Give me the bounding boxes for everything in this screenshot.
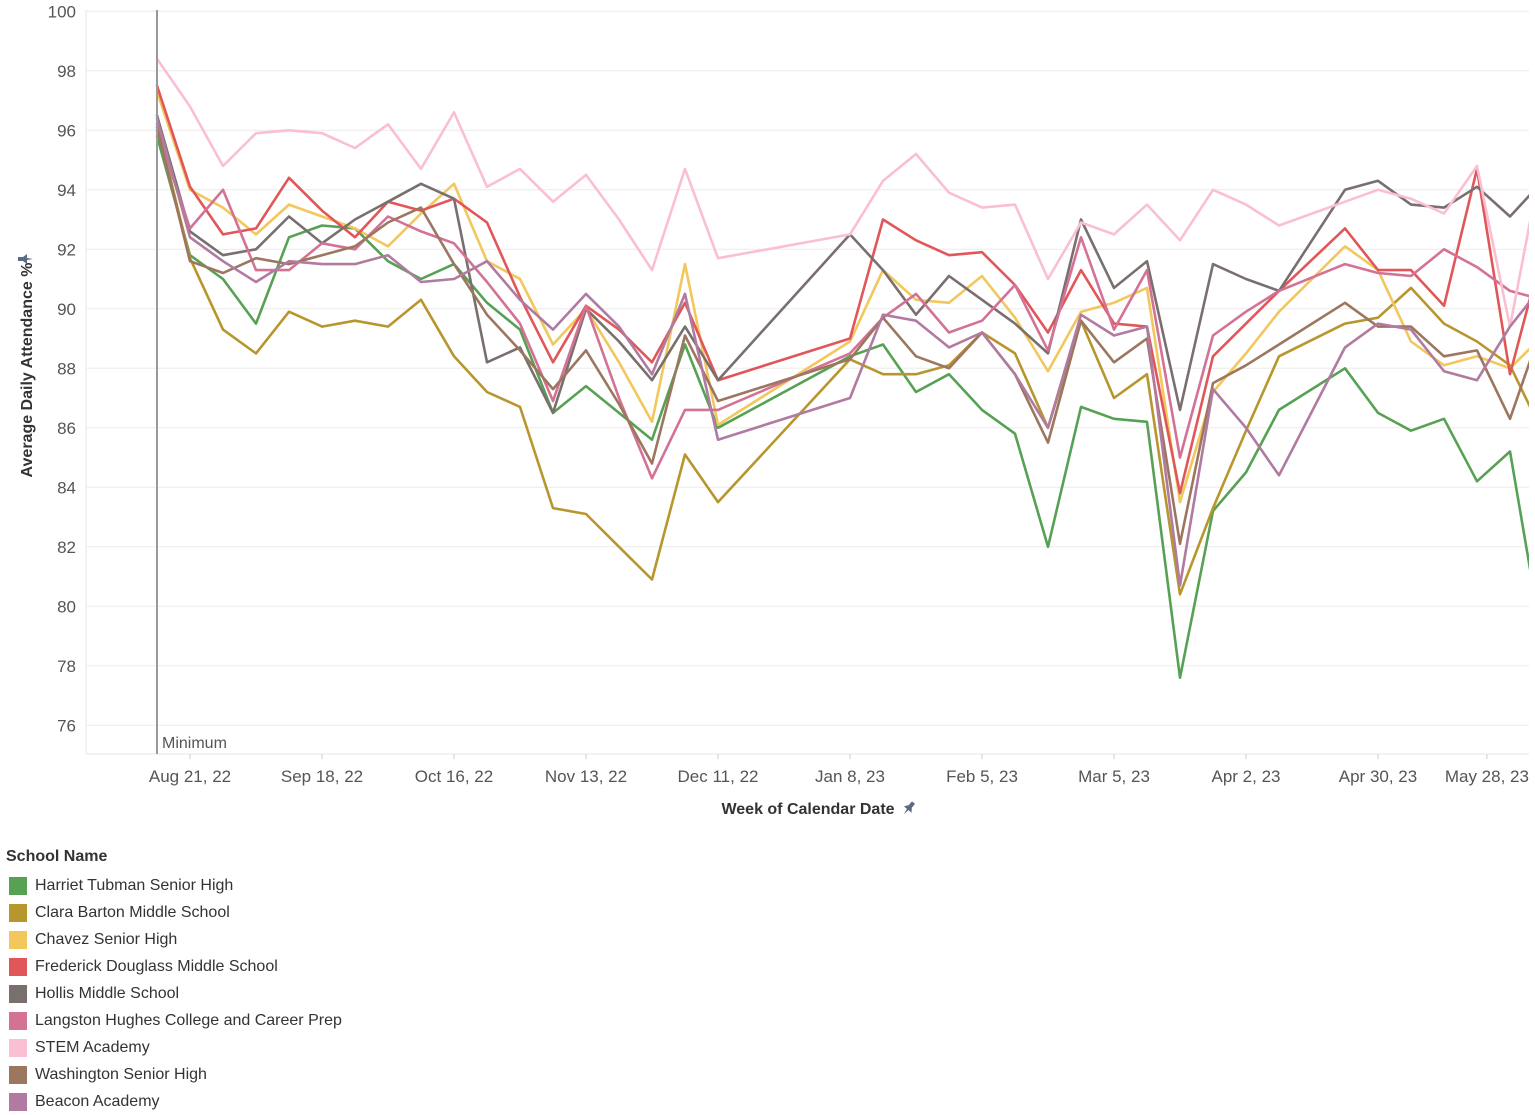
legend: School Name Harriet Tubman Senior High Cl… [6,846,342,1115]
series-line-hollis-middle-school[interactable] [155,114,1535,415]
y-tick-label: 76 [57,716,76,735]
series-line-langston-hughes-college-and-career-prep[interactable] [155,129,1535,480]
line-chart: 76 78 80 82 84 86 88 90 92 94 96 98 100 Aug 21, 22 Se… [18,2,1535,818]
series-line-clara-barton-middle-school[interactable] [155,123,1535,596]
y-tick-label: 82 [57,538,76,557]
legend-item[interactable]: Washington Senior High [6,1061,342,1088]
y-axis-title: Average Daily Attendance % [19,263,36,478]
legend-swatch [9,984,27,1003]
legend-item[interactable]: STEM Academy [6,1034,342,1061]
legend-swatch [9,957,27,976]
x-tick-label: Aug 21, 22 [149,767,231,786]
legend-item[interactable]: Beacon Academy [6,1088,342,1115]
x-tick-label: Mar 5, 23 [1078,767,1150,786]
y-tick-label: 90 [57,300,76,319]
x-tick-label: Apr 30, 23 [1339,767,1417,786]
x-tick-label: Dec 11, 22 [678,767,759,786]
legend-swatch [9,1065,27,1084]
legend-item[interactable]: Harriet Tubman Senior High [6,872,342,899]
gridlines [85,10,1529,755]
legend-label: Washington Senior High [35,1065,207,1083]
y-tick-label: 86 [57,419,76,438]
pin-icon[interactable] [900,799,917,817]
legend-item[interactable]: Clara Barton Middle School [6,899,342,926]
legend-item[interactable]: Hollis Middle School [6,980,342,1007]
reference-line-label: Minimum [162,735,227,752]
legend-label: Hollis Middle School [35,984,180,1002]
x-tick-label: May 28, 23 [1445,767,1529,786]
x-tick-label: Feb 5, 23 [946,767,1018,786]
series-line-stem-academy[interactable] [155,57,1535,328]
legend-items: Harriet Tubman Senior High Clara Barton M… [6,872,342,1115]
y-tick-label: 98 [57,62,76,81]
legend-swatch [9,876,27,895]
legend-item[interactable]: Chavez Senior High [6,926,342,953]
series-line-beacon-academy[interactable] [155,117,1535,587]
legend-swatch [9,1011,27,1030]
y-tick-label: 78 [57,657,76,676]
legend-label: STEM Academy [35,1038,150,1056]
y-tick-label: 100 [48,2,76,21]
legend-swatch [9,1038,27,1057]
series-line-chavez-senior-high[interactable] [155,90,1535,504]
y-tick-label: 80 [57,597,76,616]
y-tick-label: 84 [57,478,76,497]
legend-label: Clara Barton Middle School [35,903,230,921]
y-tick-label: 96 [57,121,76,140]
pin-icon[interactable] [18,254,33,264]
x-tick-label: Oct 16, 22 [415,767,493,786]
y-tick-label: 94 [57,181,76,200]
legend-swatch [9,903,27,922]
y-tick-label: 92 [57,240,76,259]
y-axis-ticks: 76 78 80 82 84 86 88 90 92 94 96 98 100 [48,2,76,735]
legend-swatch [9,1092,27,1111]
legend-swatch [9,930,27,949]
legend-item[interactable]: Langston Hughes College and Career Prep [6,1007,342,1034]
legend-label: Harriet Tubman Senior High [35,876,234,894]
x-tick-label: Jan 8, 23 [815,767,885,786]
x-tick-label: Nov 13, 22 [545,767,627,786]
x-tick-label: Sep 18, 22 [281,767,363,786]
x-axis-ticks: Aug 21, 22 Sep 18, 22 Oct 16, 22 Nov 13, 22… [149,754,1529,786]
x-axis-title: Week of Calendar Date [721,801,894,818]
legend-label: Langston Hughes College and Career Prep [35,1011,342,1029]
series-line-frederick-douglass-middle-school[interactable] [155,84,1535,495]
series-lines [155,57,1535,680]
series-line-washington-senior-high[interactable] [155,126,1535,546]
x-tick-label: Apr 2, 23 [1212,767,1281,786]
legend-item[interactable]: Frederick Douglass Middle School [6,953,342,980]
y-tick-label: 88 [57,359,76,378]
legend-label: Chavez Senior High [35,930,178,948]
minimum-reference-line: Minimum [156,10,227,754]
legend-label: Frederick Douglass Middle School [35,957,278,975]
legend-label: Beacon Academy [35,1092,160,1110]
legend-title: School Name [6,848,108,865]
